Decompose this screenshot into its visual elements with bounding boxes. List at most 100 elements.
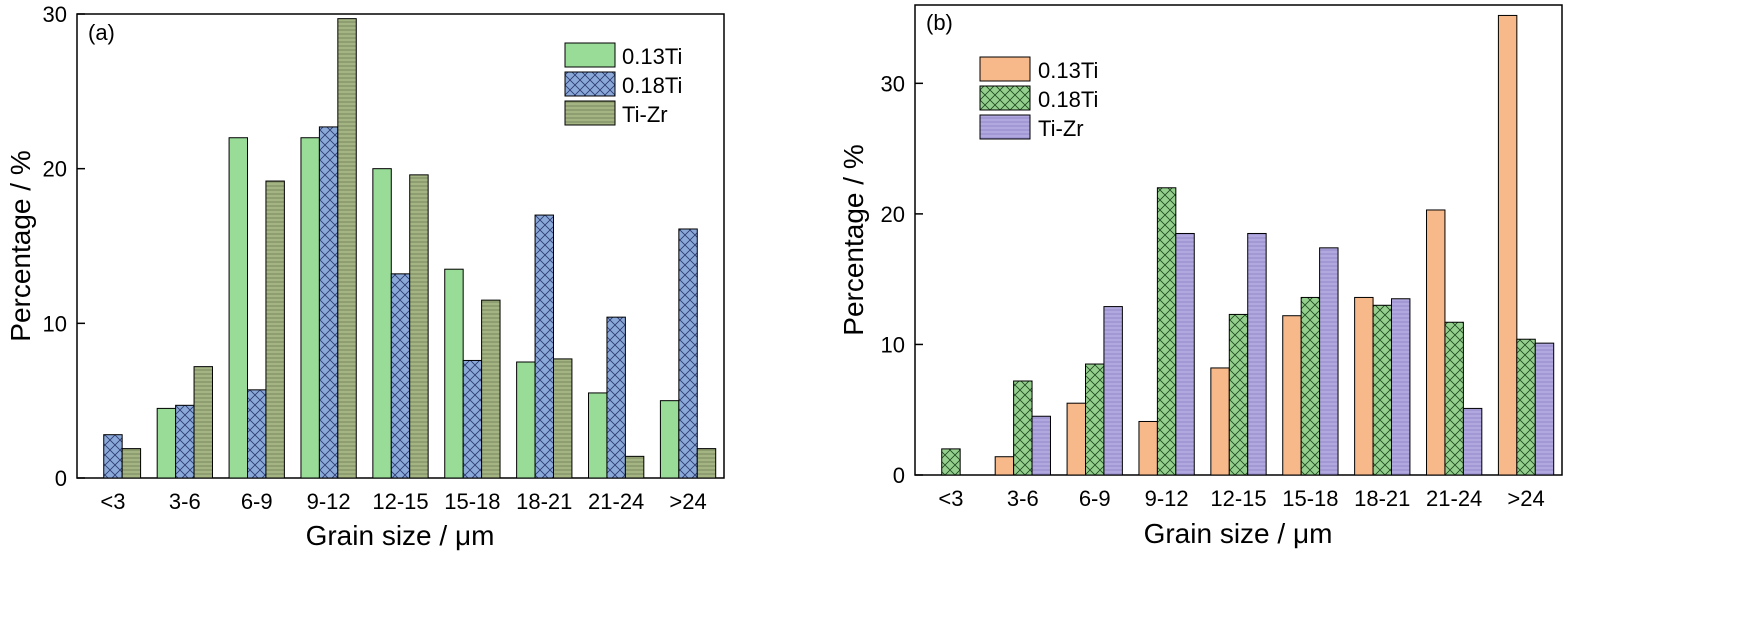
bar-018ti-12-15 [1228, 313, 1249, 476]
x-axis: <3 3-6 6-9 9-12 12-15 15-18 18-21 21-24 >24 [100, 489, 706, 514]
x-tick-label-15-18: 15-18 [444, 489, 500, 514]
bars [941, 14, 1555, 476]
bar-013ti-6-9 [1066, 402, 1087, 476]
x-tick-label-3-6: 3-6 [169, 489, 201, 514]
y-axis-title: Percentage / % [5, 150, 36, 341]
bar-tizr-15-18 [481, 299, 501, 479]
bar-tizr-6-9 [1103, 306, 1123, 476]
bar-tizr-12-15 [1247, 232, 1267, 476]
y-tick-label: 10 [43, 311, 67, 336]
panel-a: (a) 0 10 20 30 <3 3-6 6-9 9-12 12-15 15-18 18-21 2… [5, 2, 725, 551]
bar-tizr-9-12 [337, 18, 357, 479]
bar-018ti-6-9 [247, 389, 267, 479]
bar-018ti-6-9 [1085, 363, 1105, 476]
bar-013ti-15-18 [444, 268, 464, 479]
bar-013ti-21-24 [588, 392, 608, 479]
y-tick-label: 30 [881, 71, 905, 96]
legend-label: 0.13Ti [622, 44, 682, 69]
bar-018ti-3-6 [1013, 380, 1033, 476]
bar-tizr-3-6 [1031, 415, 1051, 476]
y-axis: 0 10 20 30 [881, 71, 923, 488]
x-tick-label-21-24: 21-24 [1426, 486, 1482, 511]
x-tick-label-gt24: >24 [1507, 486, 1544, 511]
bar-013ti-3-6 [156, 407, 177, 479]
y-tick-label: 20 [43, 157, 67, 182]
y-tick-label: 20 [881, 202, 905, 227]
bar-tizr-6-9 [265, 180, 285, 479]
legend-swatch [979, 85, 1031, 111]
x-tick-label-12-15: 12-15 [1210, 486, 1266, 511]
bar-018ti-15-18 [462, 359, 483, 479]
legend-swatch [564, 100, 616, 126]
x-axis: <3 3-6 6-9 9-12 12-15 15-18 18-21 21-24 >24 [938, 486, 1544, 511]
x-axis-title: Grain size / μm [1144, 518, 1333, 549]
y-axis: 0 10 20 30 [43, 2, 85, 491]
bar-tizr-15-18 [1319, 247, 1339, 476]
legend: 0.13Ti 0.18Ti Ti-Zr [564, 42, 682, 127]
legend-swatch [564, 42, 616, 68]
bar-tizr-18-21 [1390, 298, 1411, 476]
y-tick-label: 30 [43, 2, 67, 27]
bar-013ti-9-12 [300, 137, 320, 479]
bar-018ti-gt24 [678, 228, 698, 479]
x-tick-label-9-12: 9-12 [1145, 486, 1189, 511]
bar-018ti-18-21 [534, 214, 554, 479]
legend-swatch [564, 71, 616, 97]
x-tick-label-18-21: 18-21 [516, 489, 572, 514]
bar-018ti-lt3 [103, 434, 123, 479]
legend-label: Ti-Zr [1038, 116, 1084, 141]
bar-tizr-lt3 [121, 448, 142, 479]
x-tick-label-9-12: 9-12 [307, 489, 351, 514]
legend-swatch [979, 114, 1031, 140]
bar-018ti-15-18 [1300, 296, 1321, 476]
bar-tizr-gt24 [696, 448, 717, 479]
bar-018ti-21-24 [606, 316, 626, 479]
bar-018ti-18-21 [1372, 304, 1392, 476]
bar-013ti-gt24 [1497, 14, 1518, 476]
y-axis-title: Percentage / % [838, 144, 869, 335]
legend-label: Ti-Zr [622, 102, 668, 127]
y-tick-label: 0 [55, 466, 67, 491]
bar-tizr-3-6 [193, 366, 213, 479]
x-axis-title: Grain size / μm [306, 520, 495, 551]
bar-tizr-gt24 [1534, 342, 1555, 476]
panel-label: (b) [926, 10, 953, 35]
panel-label: (a) [88, 20, 115, 45]
bar-013ti-12-15 [372, 168, 392, 479]
x-tick-label-6-9: 6-9 [1079, 486, 1111, 511]
x-tick-label-lt3: <3 [100, 489, 125, 514]
x-tick-label-3-6: 3-6 [1007, 486, 1039, 511]
bar-tizr-21-24 [1462, 407, 1483, 476]
bar-013ti-18-21 [516, 361, 536, 479]
bar-tizr-21-24 [624, 455, 645, 479]
x-tick-label-gt24: >24 [669, 489, 706, 514]
bar-tizr-9-12 [1175, 232, 1195, 476]
bar-018ti-gt24 [1516, 338, 1536, 476]
bar-018ti-21-24 [1444, 321, 1464, 476]
x-tick-label-15-18: 15-18 [1282, 486, 1338, 511]
bar-tizr-12-15 [409, 174, 429, 479]
legend-label: 0.13Ti [1038, 58, 1098, 83]
x-tick-label-lt3: <3 [938, 486, 963, 511]
bar-018ti-lt3 [941, 448, 961, 476]
x-tick-label-18-21: 18-21 [1354, 486, 1410, 511]
legend-swatch [979, 56, 1031, 82]
y-tick-label: 10 [881, 332, 905, 357]
bar-013ti-12-15 [1210, 367, 1230, 476]
panel-b: (b) 0 10 20 30 <3 3-6 6-9 9-12 12-15 15-18 18-21 2… [838, 4, 1563, 549]
x-tick-label-6-9: 6-9 [241, 489, 273, 514]
bar-013ti-3-6 [994, 456, 1015, 476]
bar-018ti-3-6 [175, 404, 195, 479]
x-tick-label-21-24: 21-24 [588, 489, 644, 514]
bar-013ti-18-21 [1354, 296, 1374, 476]
y-tick-label: 0 [893, 463, 905, 488]
bar-018ti-12-15 [390, 273, 411, 479]
legend-label: 0.18Ti [1038, 87, 1098, 112]
bar-018ti-9-12 [318, 126, 339, 479]
bar-013ti-6-9 [228, 137, 249, 479]
bar-013ti-21-24 [1426, 209, 1446, 476]
legend: 0.13Ti 0.18Ti Ti-Zr [979, 56, 1098, 141]
bar-013ti-gt24 [659, 400, 680, 479]
bar-013ti-15-18 [1282, 315, 1302, 476]
